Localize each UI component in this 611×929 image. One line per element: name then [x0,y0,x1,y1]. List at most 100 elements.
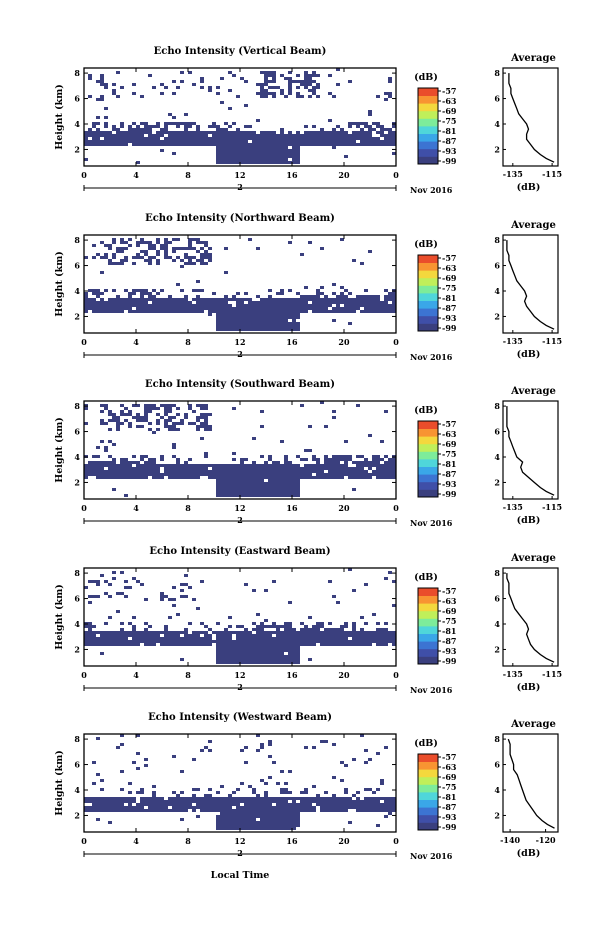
echo-cell [280,440,284,443]
avg-x-label: (dB) [517,682,541,693]
echo-cell [280,803,284,806]
echo-cell [380,803,384,806]
echo-cell [280,325,284,328]
echo-cell [108,428,112,431]
echo-cell [304,310,308,313]
echo-cell [200,301,204,304]
echo-cell [224,295,228,298]
y-axis-label: Height (km) [54,251,65,317]
echo-cell [348,458,352,461]
echo-cell [276,319,280,322]
echo-cell [236,473,240,476]
echo-cell [92,464,96,467]
echo-cell [84,467,88,470]
echo-cell [196,280,200,283]
echo-cell [104,289,108,292]
echo-cell [152,806,156,809]
echo-cell [228,479,232,482]
echo-cell [156,310,160,313]
echo-cell [100,634,104,637]
echo-cell [260,779,264,782]
colorbar-swatch [418,799,438,808]
echo-cell [360,467,364,470]
echo-cell [200,262,204,265]
echo-cell [292,80,296,83]
echo-cell [324,301,328,304]
echo-cell [220,470,224,473]
echo-cell [244,155,248,158]
echo-cell [108,470,112,473]
echo-cell [112,473,116,476]
echo-cell [232,488,236,491]
echo-cell [180,818,184,821]
echo-cell [92,122,96,125]
echo-cell [276,479,280,482]
echo-cell [188,622,192,625]
echo-cell [248,304,252,307]
echo-cell [240,643,244,646]
echo-cell [132,616,136,619]
echo-cell [292,637,296,640]
echo-cell [248,803,252,806]
echo-cell [232,815,236,818]
echo-cell [328,797,332,800]
echo-cell [216,140,220,143]
echo-cell [348,476,352,479]
echo-cell [376,752,380,755]
echo-cell [296,818,300,821]
echo-cell [236,313,240,316]
echo-cell [272,818,276,821]
echo-cell [220,149,224,152]
echo-cell [200,134,204,137]
colorbar-tick-label: -93 [442,479,457,489]
echo-cell [304,470,308,473]
echo-cell [156,259,160,262]
echo-cell [320,797,324,800]
colorbar-tick-label: -87 [442,802,456,812]
echo-cell [224,307,228,310]
echo-cell [276,821,280,824]
echo-cell [236,328,240,331]
echo-cell [252,313,256,316]
colorbar-tick-label: -57 [442,86,456,96]
echo-cell [160,797,164,800]
echo-cell [288,155,292,158]
echo-cell [356,298,360,301]
echo-cell [196,143,200,146]
echo-cell [344,809,348,812]
echo-cell [164,244,168,247]
echo-cell [96,140,100,143]
echo-cell [136,256,140,259]
echo-cell [164,253,168,256]
echo-cell [312,806,316,809]
echo-cell [208,253,212,256]
echo-cell [236,625,240,628]
echo-cell [260,797,264,800]
echo-cell [284,158,288,161]
echo-cell [220,643,224,646]
echo-cell [188,637,192,640]
echo-cell [296,74,300,77]
echo-cell [280,319,284,322]
echo-cell [268,649,272,652]
echo-cell [344,155,348,158]
echo-cell [208,809,212,812]
echo-cell [160,637,164,640]
colorbar-tick-label: -87 [442,303,456,313]
echo-cell [384,628,388,631]
echo-cell [248,485,252,488]
echo-cell [364,634,368,637]
echo-cell [204,250,208,253]
echo-cell [140,250,144,253]
echo-cell [128,131,132,134]
echo-cell [296,815,300,818]
echo-cell [252,316,256,319]
echo-cell [256,307,260,310]
echo-cell [196,250,200,253]
echo-cell [152,473,156,476]
echo-cell [88,622,92,625]
echo-cell [264,322,268,325]
echo-cell [324,143,328,146]
echo-cell [360,304,364,307]
echo-cell [116,470,120,473]
